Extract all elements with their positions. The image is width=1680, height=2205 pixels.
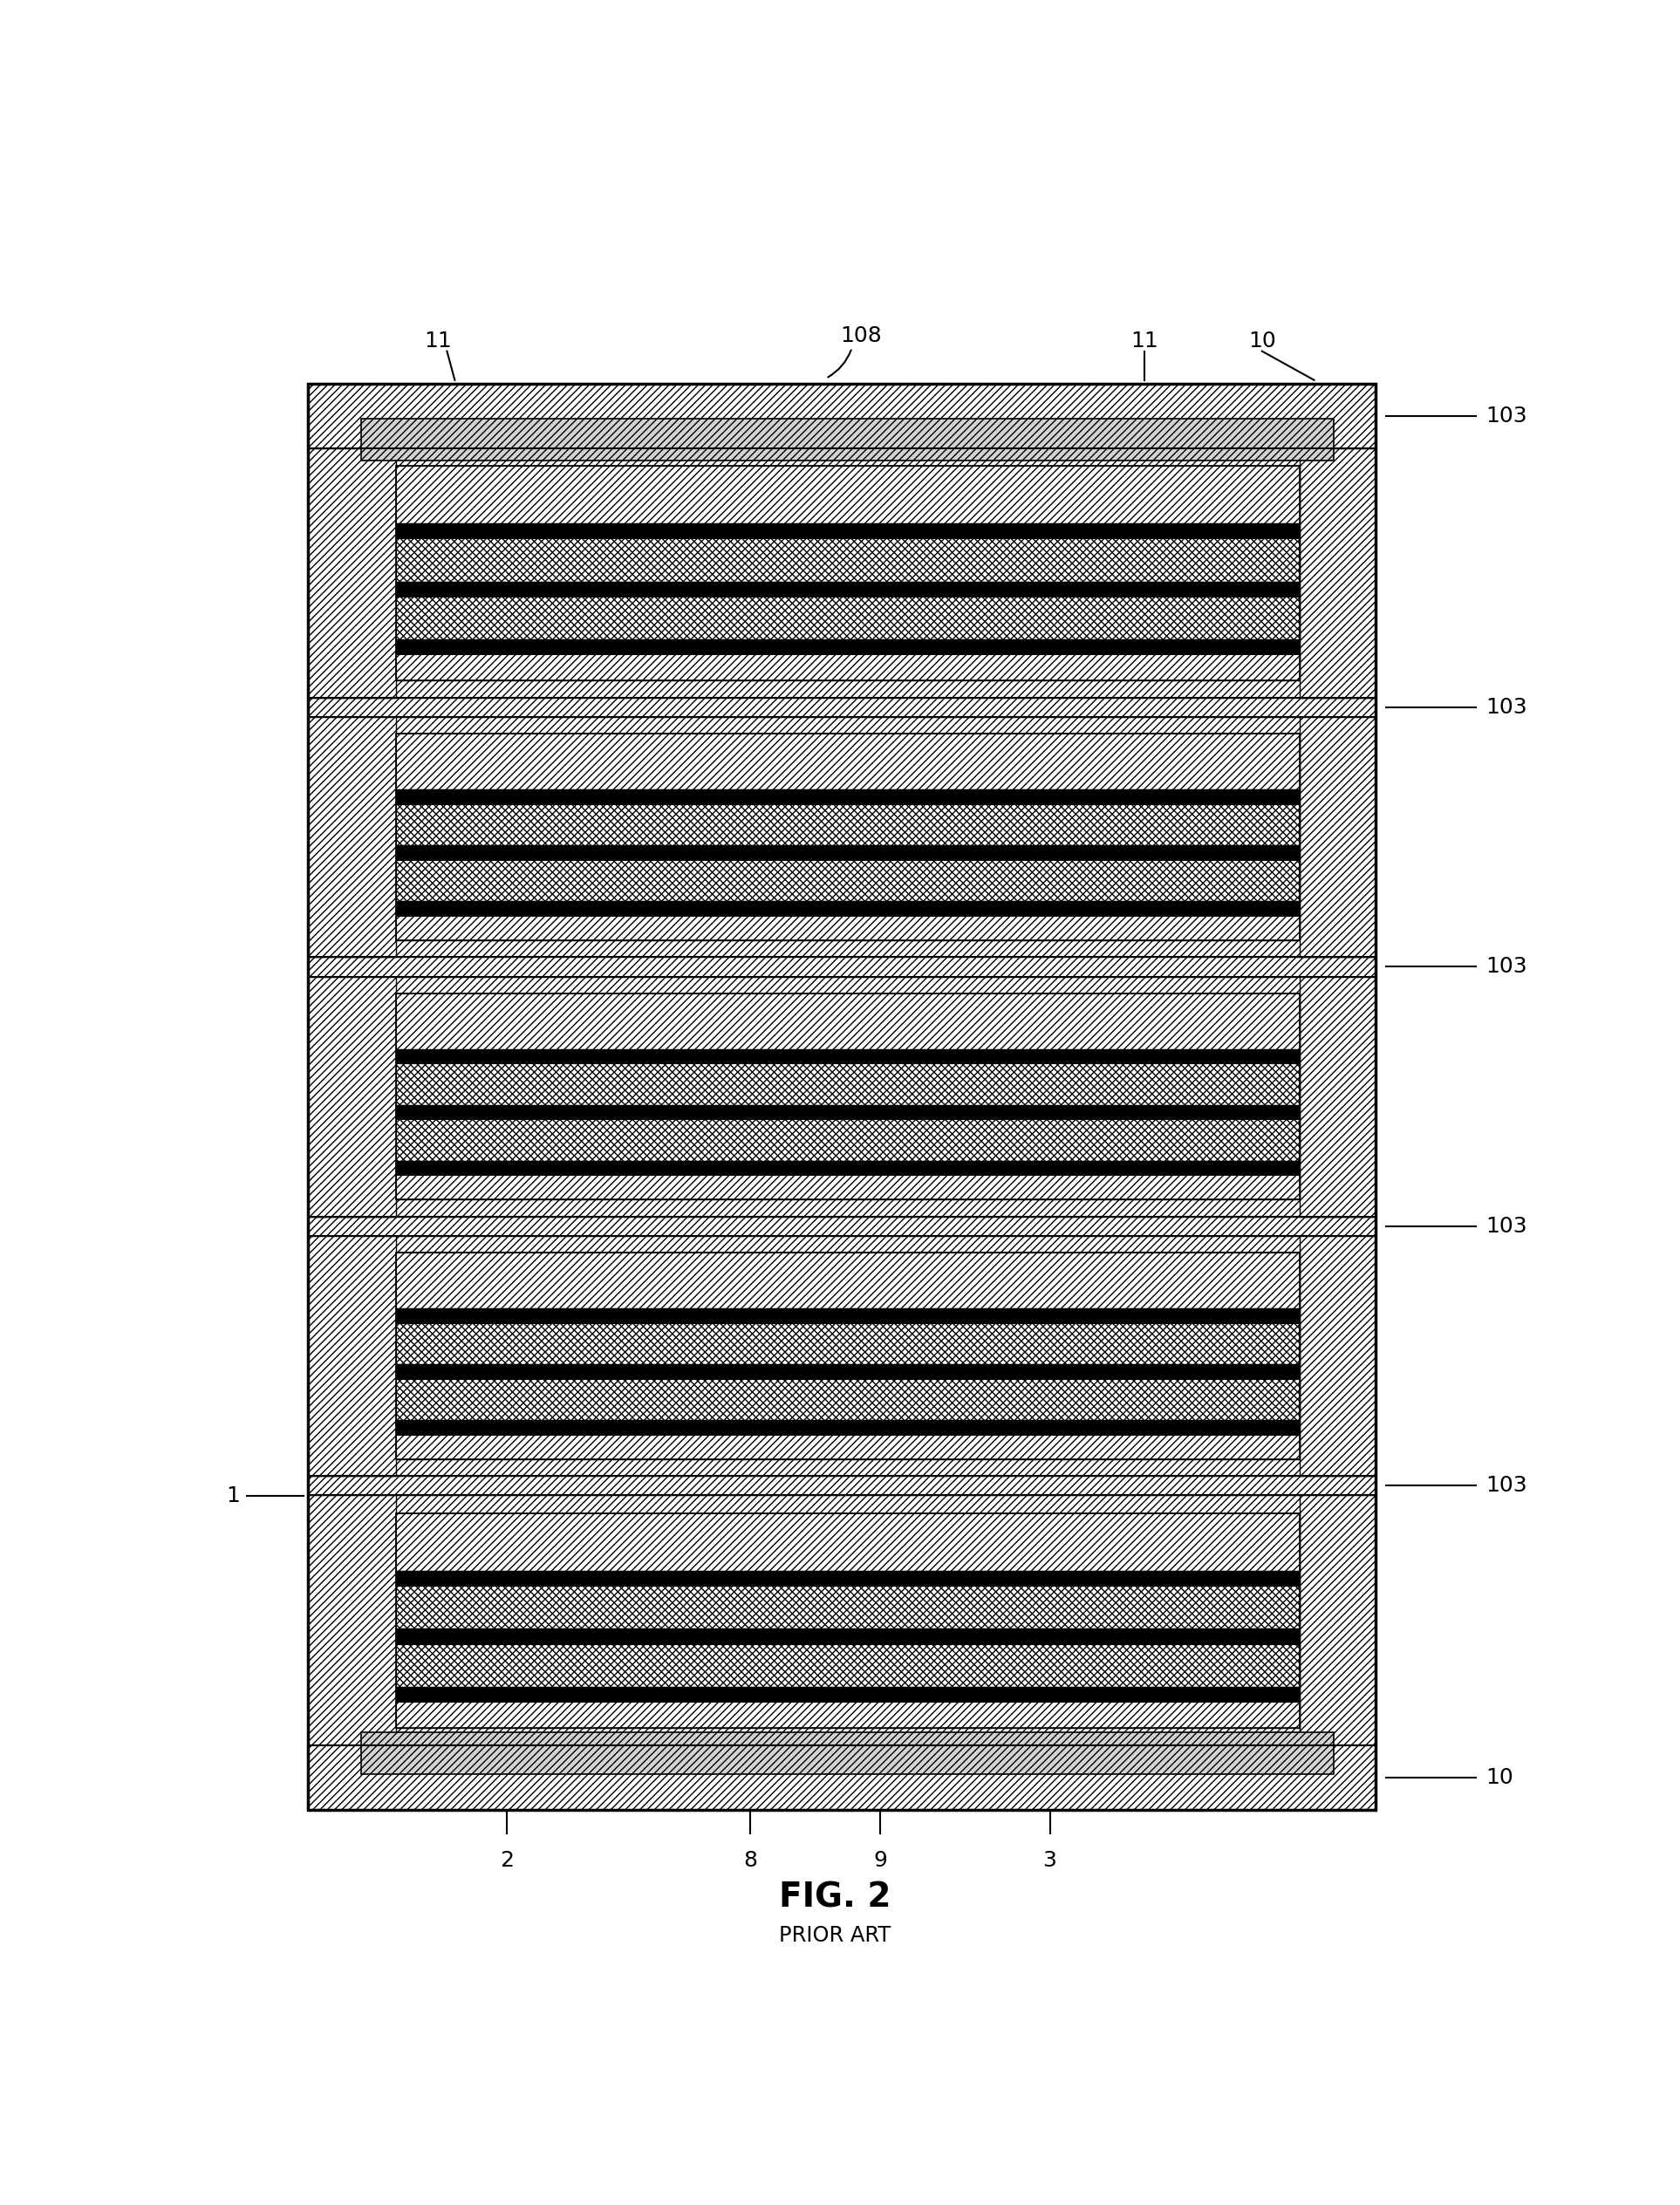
Text: 108: 108 <box>840 326 882 346</box>
Bar <box>396 1378 1300 1420</box>
Bar <box>396 1513 1300 1729</box>
Bar <box>396 1252 1300 1460</box>
Bar <box>396 1063 1300 1105</box>
Bar <box>396 1687 1300 1702</box>
Bar <box>396 805 1300 845</box>
Text: 1: 1 <box>227 1486 240 1506</box>
Bar <box>396 1513 1300 1729</box>
Bar <box>396 1120 1300 1160</box>
Bar <box>396 1323 1300 1365</box>
Bar <box>396 1323 1300 1365</box>
Bar <box>1300 977 1376 1217</box>
Bar <box>396 538 1300 582</box>
Bar <box>396 1585 1300 1629</box>
Bar <box>396 1063 1300 1105</box>
Bar <box>307 697 1376 717</box>
Bar <box>396 1570 1300 1585</box>
Bar <box>396 1420 1300 1435</box>
Bar <box>396 1629 1300 1645</box>
Text: PRIOR ART: PRIOR ART <box>780 1925 890 1945</box>
Bar <box>396 655 1300 679</box>
Bar <box>1300 448 1376 697</box>
Bar <box>396 915 1300 939</box>
Bar <box>307 1217 1376 1237</box>
Text: FIG. 2: FIG. 2 <box>780 1881 890 1914</box>
Bar <box>396 1585 1300 1629</box>
Text: 2: 2 <box>501 1850 514 1872</box>
Bar <box>396 1365 1300 1378</box>
Bar <box>307 957 1376 977</box>
Bar <box>307 448 396 697</box>
Bar <box>396 595 1300 639</box>
Bar <box>307 1495 396 1744</box>
Text: 3: 3 <box>1043 1850 1057 1872</box>
Bar <box>396 1308 1300 1323</box>
Text: 11: 11 <box>1131 331 1159 351</box>
Bar <box>396 538 1300 582</box>
Bar <box>396 789 1300 805</box>
Bar <box>396 582 1300 595</box>
Text: 10: 10 <box>1485 1766 1514 1788</box>
Bar <box>396 860 1300 902</box>
Bar <box>396 1252 1300 1308</box>
Bar <box>396 465 1300 679</box>
Bar <box>396 465 1300 523</box>
Text: 10: 10 <box>1248 331 1275 351</box>
Bar <box>396 994 1300 1050</box>
Bar <box>307 1744 1376 1810</box>
Bar <box>396 1645 1300 1687</box>
Bar <box>307 384 1376 448</box>
Bar <box>307 1237 396 1475</box>
Bar <box>396 523 1300 538</box>
Bar <box>396 1050 1300 1063</box>
Bar <box>1300 1237 1376 1475</box>
Bar <box>307 977 396 1217</box>
Bar <box>1300 717 1376 957</box>
Text: 11: 11 <box>423 331 452 351</box>
Text: 9: 9 <box>874 1850 887 1872</box>
Bar <box>307 384 1376 1810</box>
Bar <box>361 419 1334 461</box>
Bar <box>396 860 1300 902</box>
Bar <box>396 1702 1300 1729</box>
Bar <box>396 1513 1300 1570</box>
Bar <box>396 805 1300 845</box>
Bar <box>396 734 1300 939</box>
Bar <box>396 639 1300 655</box>
Bar <box>307 717 396 957</box>
Bar <box>396 1252 1300 1460</box>
Bar <box>307 384 1376 1810</box>
Text: 103: 103 <box>1485 1215 1527 1237</box>
Text: 103: 103 <box>1485 1475 1527 1497</box>
Bar <box>396 1160 1300 1175</box>
Text: 103: 103 <box>1485 406 1527 426</box>
Bar <box>396 1378 1300 1420</box>
Bar <box>396 1645 1300 1687</box>
Bar <box>396 845 1300 860</box>
Bar <box>1300 1495 1376 1744</box>
Bar <box>396 734 1300 789</box>
Bar <box>396 595 1300 639</box>
Text: 103: 103 <box>1485 957 1527 977</box>
Bar <box>396 734 1300 939</box>
Text: 8: 8 <box>743 1850 758 1872</box>
Bar <box>361 1733 1334 1775</box>
Bar <box>396 1175 1300 1200</box>
Bar <box>396 902 1300 915</box>
Bar <box>396 1105 1300 1120</box>
Text: 103: 103 <box>1485 697 1527 719</box>
Bar <box>307 1475 1376 1495</box>
Bar <box>396 1435 1300 1460</box>
Bar <box>396 465 1300 679</box>
Bar <box>396 994 1300 1200</box>
Bar <box>396 994 1300 1200</box>
Bar <box>396 1120 1300 1160</box>
